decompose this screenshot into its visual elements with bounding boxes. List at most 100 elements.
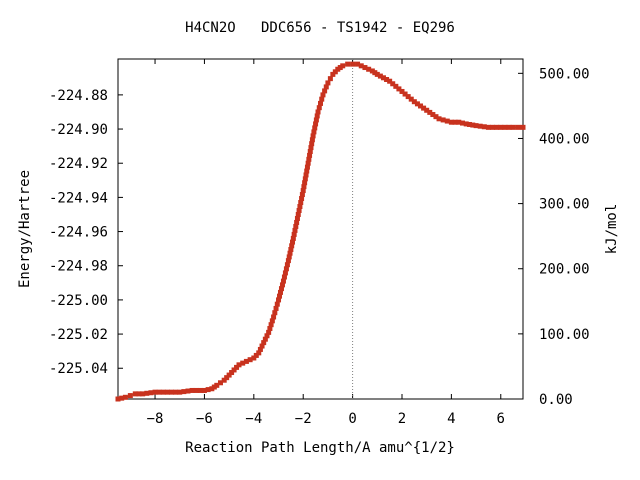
data-point — [296, 207, 302, 213]
data-point — [294, 219, 300, 225]
x-tick-label: 6 — [497, 411, 505, 427]
data-point — [498, 124, 504, 130]
data-point — [510, 124, 516, 130]
data-point — [374, 71, 380, 77]
data-point — [330, 71, 336, 77]
data-point — [302, 176, 308, 182]
data-point — [414, 101, 420, 107]
data-point — [327, 76, 333, 82]
data-point — [277, 293, 283, 299]
data-point — [127, 393, 133, 399]
data-point — [297, 204, 303, 209]
data-point — [240, 360, 246, 366]
data-point — [452, 119, 458, 125]
y-tick-label: -224.88 — [49, 88, 108, 104]
data-point — [256, 350, 262, 356]
x-axis-label: Reaction Path Length/A amu^{1/2} — [185, 440, 455, 456]
data-point — [293, 223, 299, 229]
data-point — [358, 63, 364, 69]
x-tick-label: 0 — [348, 411, 356, 427]
data-point — [440, 117, 446, 123]
data-point — [261, 340, 267, 346]
y-tick-label: -224.94 — [49, 190, 108, 206]
data-point — [286, 254, 292, 260]
data-point — [278, 286, 284, 292]
data-point — [302, 180, 308, 186]
data-point — [355, 61, 361, 67]
data-point — [283, 266, 289, 272]
data-point — [299, 192, 305, 198]
data-point — [273, 305, 279, 311]
y2-tick-label: 500.00 — [539, 66, 590, 82]
data-point — [490, 124, 496, 130]
data-point — [285, 258, 291, 264]
x-tick-label: −4 — [245, 411, 262, 427]
y2-axis-label: kJ/mol — [604, 204, 620, 255]
data-point — [466, 121, 472, 127]
data-point — [251, 355, 257, 361]
data-point — [189, 387, 195, 393]
data-point — [304, 164, 310, 170]
data-point — [301, 184, 307, 190]
data-point — [448, 119, 454, 125]
y2-tick-label: 400.00 — [539, 131, 590, 147]
data-point — [304, 168, 310, 174]
data-point — [122, 394, 128, 400]
data-point — [481, 124, 487, 130]
data-point — [295, 211, 301, 217]
data-point — [396, 86, 402, 92]
y-tick-label: -224.98 — [49, 259, 108, 275]
data-point — [272, 310, 278, 316]
data-point — [115, 396, 121, 402]
data-point — [148, 390, 154, 396]
data-point — [292, 227, 298, 233]
data-point — [173, 389, 179, 395]
x-tick-label: −8 — [147, 411, 164, 427]
data-point — [224, 375, 230, 381]
data-point — [393, 83, 399, 89]
data-point — [217, 380, 223, 386]
data-point — [253, 352, 259, 358]
data-point — [322, 88, 328, 94]
data-point — [274, 301, 280, 307]
data-point — [287, 250, 293, 256]
y-tick-label: -225.02 — [49, 327, 108, 343]
data-point — [185, 388, 191, 394]
data-point — [520, 124, 526, 130]
data-point — [276, 297, 282, 303]
data-point — [350, 61, 356, 67]
data-point — [243, 358, 249, 364]
data-point — [427, 109, 433, 115]
data-point — [319, 96, 325, 102]
data-point — [229, 370, 235, 376]
data-point — [306, 156, 312, 162]
data-point — [160, 389, 166, 395]
x-tick-label: 4 — [447, 411, 455, 427]
data-point — [309, 137, 315, 143]
data-point — [266, 329, 272, 335]
data-point — [313, 117, 319, 123]
data-point — [502, 124, 508, 130]
data-point — [291, 231, 297, 237]
data-point — [345, 61, 351, 67]
data-point — [259, 343, 265, 349]
data-point — [314, 113, 320, 119]
data-point — [281, 274, 287, 280]
data-point — [362, 65, 368, 71]
data-point — [156, 389, 162, 395]
data-point — [298, 200, 304, 206]
data-point — [384, 77, 390, 82]
x-tick-label: −2 — [295, 411, 312, 427]
data-point — [506, 124, 512, 130]
data-point — [313, 121, 319, 127]
data-point — [181, 389, 187, 395]
data-point — [226, 372, 232, 378]
chart-title: H4CN2O DDC656 - TS1942 - EQ296 — [185, 20, 455, 36]
data-point — [430, 112, 436, 118]
data-point — [323, 84, 329, 90]
data-point — [387, 78, 393, 84]
data-point — [390, 81, 396, 87]
data-point — [221, 377, 227, 383]
data-point — [299, 196, 305, 202]
data-point — [408, 96, 414, 102]
